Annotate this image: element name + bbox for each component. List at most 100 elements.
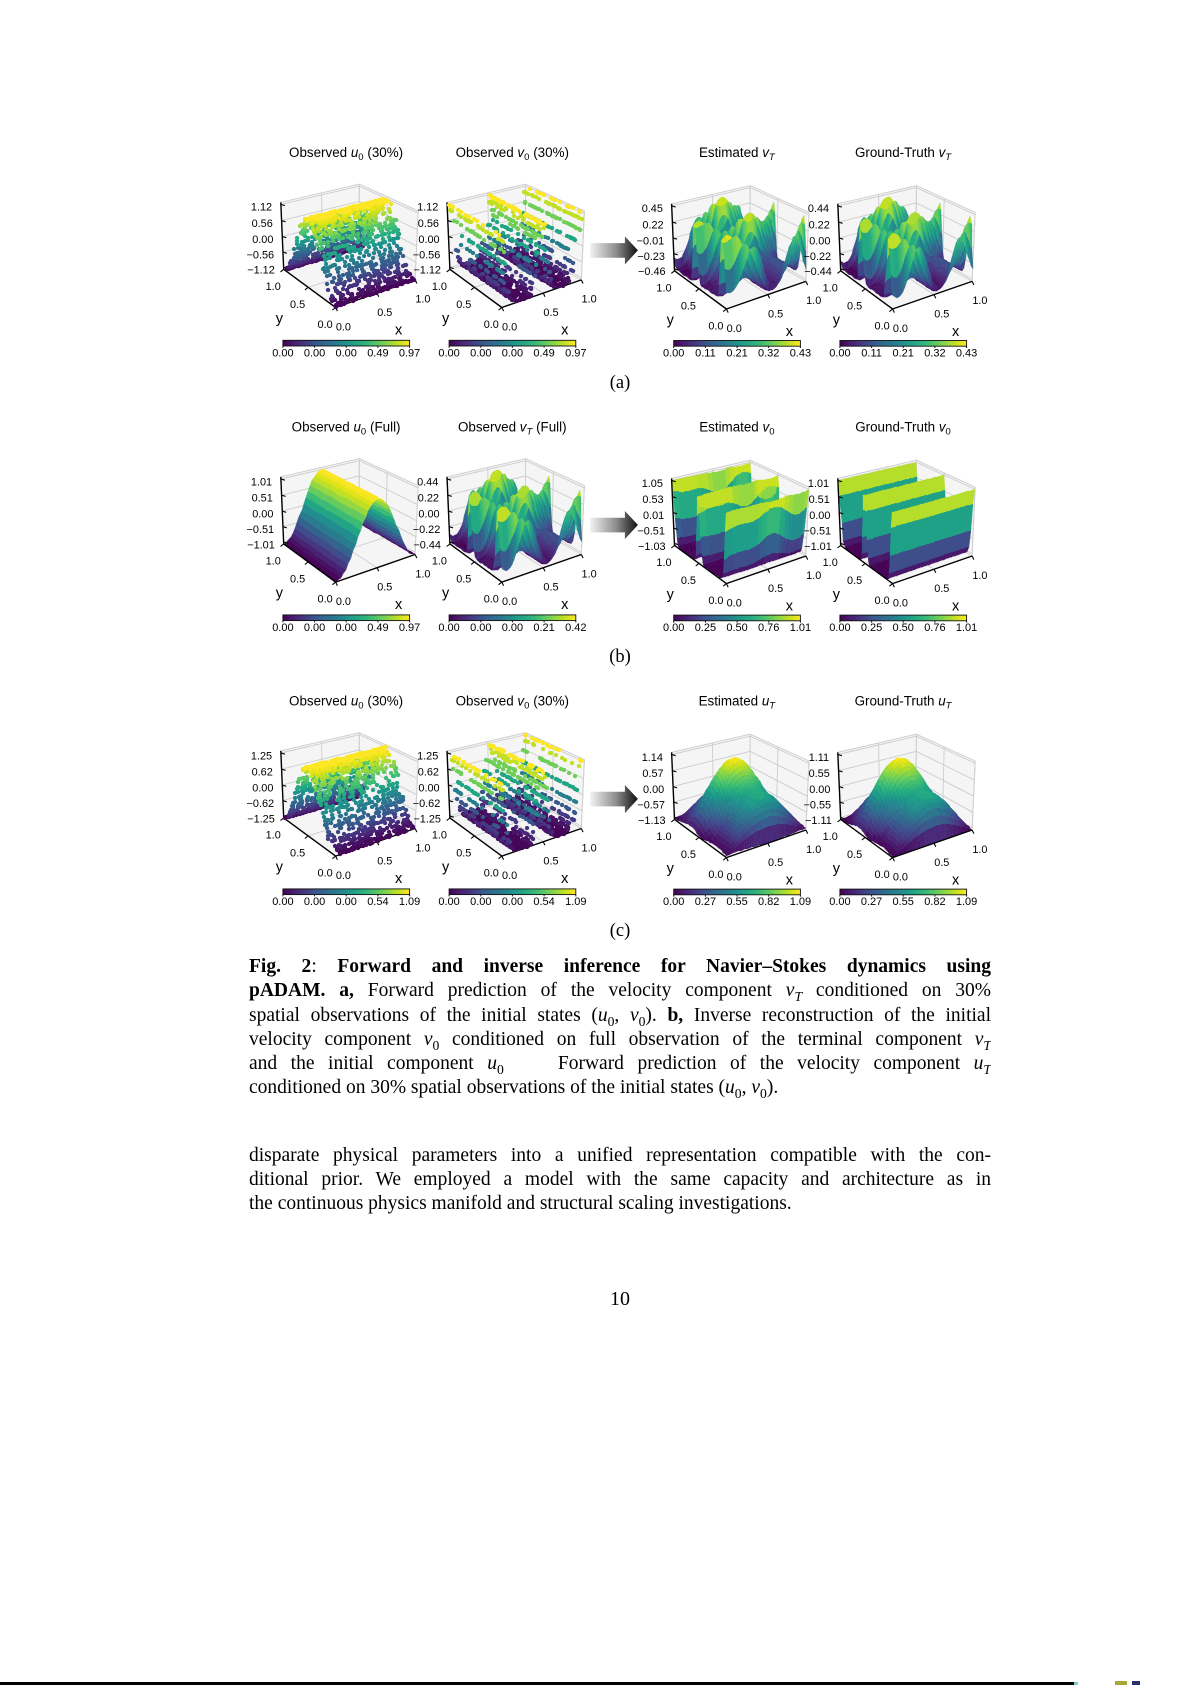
svg-text:0.00: 0.00	[502, 622, 523, 634]
svg-text:1.0: 1.0	[582, 842, 597, 854]
svg-text:0.00: 0.00	[438, 896, 459, 908]
svg-text:0.0: 0.0	[336, 321, 351, 333]
svg-text:0.51: 0.51	[252, 493, 273, 505]
svg-text:Estimated uT: Estimated uT	[699, 694, 777, 712]
svg-text:0.57: 0.57	[642, 768, 663, 780]
svg-text:0.76: 0.76	[924, 622, 945, 634]
svg-text:1.14: 1.14	[642, 752, 663, 764]
svg-text:0.5: 0.5	[543, 582, 558, 594]
svg-text:0.25: 0.25	[695, 622, 716, 634]
svg-text:0.0: 0.0	[502, 870, 517, 882]
svg-text:0.32: 0.32	[924, 348, 945, 360]
svg-text:0.56: 0.56	[252, 218, 273, 230]
svg-text:1.0: 1.0	[266, 555, 281, 567]
svg-text:0.0: 0.0	[893, 597, 908, 609]
svg-text:0.0: 0.0	[875, 869, 890, 881]
svg-text:1.05: 1.05	[642, 478, 663, 490]
svg-text:1.0: 1.0	[823, 831, 838, 843]
svg-text:y: y	[833, 587, 841, 603]
svg-text:0.00: 0.00	[304, 347, 325, 359]
svg-text:−0.55: −0.55	[804, 800, 832, 812]
svg-text:0.5: 0.5	[290, 573, 305, 585]
svg-text:0.0: 0.0	[875, 595, 890, 607]
svg-text:−1.12: −1.12	[413, 265, 441, 277]
svg-text:x: x	[786, 873, 794, 889]
svg-text:0.0: 0.0	[502, 321, 517, 333]
svg-text:0.5: 0.5	[681, 575, 696, 587]
svg-text:1.0: 1.0	[582, 568, 597, 580]
svg-text:0.55: 0.55	[809, 768, 830, 780]
svg-text:Estimated vT: Estimated vT	[699, 145, 776, 163]
svg-text:0.5: 0.5	[847, 849, 862, 861]
svg-text:0.82: 0.82	[758, 896, 779, 908]
svg-text:0.21: 0.21	[533, 622, 554, 634]
svg-text:y: y	[276, 586, 284, 602]
svg-text:0.00: 0.00	[272, 896, 293, 908]
svg-text:0.82: 0.82	[924, 896, 945, 908]
svg-text:0.00: 0.00	[438, 622, 459, 634]
svg-text:1.11: 1.11	[809, 752, 829, 764]
svg-text:−0.51: −0.51	[637, 526, 665, 538]
svg-text:0.5: 0.5	[377, 856, 392, 868]
svg-text:1.0: 1.0	[266, 829, 281, 841]
svg-text:y: y	[833, 861, 841, 877]
svg-text:0.44: 0.44	[417, 476, 438, 488]
svg-text:0.00: 0.00	[438, 347, 459, 359]
svg-text:1.01: 1.01	[956, 622, 977, 634]
svg-text:0.0: 0.0	[318, 868, 333, 880]
svg-text:−0.57: −0.57	[637, 800, 665, 812]
svg-text:x: x	[395, 597, 403, 613]
svg-text:1.0: 1.0	[432, 829, 447, 841]
svg-text:0.5: 0.5	[456, 299, 471, 311]
svg-text:y: y	[833, 312, 841, 328]
svg-text:0.97: 0.97	[565, 347, 586, 359]
svg-text:0.00: 0.00	[829, 622, 850, 634]
svg-text:1.01: 1.01	[808, 478, 829, 490]
svg-text:y: y	[667, 312, 675, 328]
svg-text:1.0: 1.0	[415, 568, 430, 580]
svg-text:0.0: 0.0	[336, 596, 351, 608]
svg-text:−1.01: −1.01	[804, 541, 832, 553]
svg-text:0.5: 0.5	[456, 847, 471, 859]
svg-text:0.44: 0.44	[808, 203, 829, 215]
svg-text:−1.11: −1.11	[805, 815, 832, 827]
svg-text:1.09: 1.09	[956, 896, 977, 908]
svg-text:−0.51: −0.51	[804, 526, 832, 538]
svg-text:0.0: 0.0	[893, 871, 908, 883]
svg-text:0.00: 0.00	[809, 510, 830, 522]
svg-text:y: y	[667, 861, 675, 877]
svg-text:x: x	[561, 597, 569, 613]
svg-text:0.0: 0.0	[708, 595, 723, 607]
svg-text:−1.25: −1.25	[413, 813, 441, 825]
svg-text:0.00: 0.00	[643, 784, 664, 796]
svg-text:−0.22: −0.22	[413, 524, 441, 536]
svg-text:0.00: 0.00	[663, 348, 684, 360]
svg-text:0.00: 0.00	[663, 896, 684, 908]
svg-text:1.0: 1.0	[582, 294, 597, 306]
svg-text:0.97: 0.97	[399, 622, 420, 634]
svg-text:0.00: 0.00	[272, 347, 293, 359]
svg-text:0.00: 0.00	[272, 622, 293, 634]
svg-text:0.00: 0.00	[335, 347, 356, 359]
svg-text:0.00: 0.00	[829, 348, 850, 360]
svg-text:−0.01: −0.01	[637, 235, 665, 247]
svg-text:1.12: 1.12	[417, 202, 438, 214]
svg-text:0.0: 0.0	[708, 869, 723, 881]
svg-text:1.0: 1.0	[823, 282, 838, 294]
svg-text:0.27: 0.27	[695, 896, 716, 908]
svg-text:1.0: 1.0	[972, 570, 987, 582]
svg-text:0.00: 0.00	[252, 508, 273, 520]
svg-text:1.0: 1.0	[806, 570, 821, 582]
svg-text:0.50: 0.50	[892, 622, 913, 634]
svg-text:0.00: 0.00	[418, 782, 439, 794]
svg-text:−1.01: −1.01	[247, 539, 275, 551]
svg-text:x: x	[952, 873, 960, 889]
svg-text:0.0: 0.0	[502, 596, 517, 608]
svg-text:−1.13: −1.13	[638, 815, 666, 827]
svg-text:0.5: 0.5	[543, 307, 558, 319]
svg-text:0.43: 0.43	[790, 348, 811, 360]
svg-text:0.5: 0.5	[768, 857, 783, 869]
svg-text:Ground-Truth uT: Ground-Truth uT	[855, 694, 953, 712]
svg-text:x: x	[561, 323, 569, 339]
svg-text:−0.44: −0.44	[804, 266, 832, 278]
